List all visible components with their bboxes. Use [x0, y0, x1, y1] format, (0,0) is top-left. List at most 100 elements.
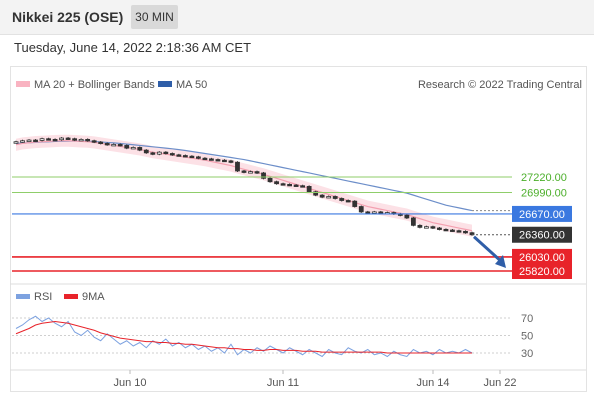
last-price-value: 26360.00	[519, 230, 565, 242]
candle-body	[423, 226, 429, 229]
candle-body	[91, 140, 97, 143]
candle-body	[46, 138, 51, 141]
candle-body	[365, 211, 371, 214]
candle-body	[20, 140, 25, 143]
candle-body	[261, 172, 266, 179]
price-panel: 27220.00 26990.00 26670.00 26360.00 26030.00…	[12, 134, 572, 279]
x-axis: Jun 10 Jun 11 Jun 14 Jun 22	[113, 370, 517, 389]
chart-frame	[10, 66, 587, 392]
ma50-legend-label: MA 50	[176, 79, 207, 91]
candle-body	[410, 217, 416, 226]
ma50-line	[15, 140, 473, 212]
candle-body	[463, 230, 468, 234]
candle-body	[130, 147, 136, 150]
timestamp: Tuesday, June 14, 2022 2:18:36 AM CET	[14, 40, 252, 55]
candle-body	[59, 137, 64, 141]
candle-body	[85, 138, 91, 142]
pivot-tag	[512, 205, 572, 222]
rsi-legend-label: RSI	[34, 291, 52, 303]
candle-body	[13, 141, 19, 144]
candle-body	[274, 181, 279, 185]
support-value: 26030.00	[519, 252, 565, 264]
candle-body	[371, 211, 377, 214]
candle-body	[182, 155, 188, 158]
rsi-tick-label: 70	[521, 313, 533, 325]
rsi-ma-legend-swatch	[64, 294, 78, 299]
candle-body	[306, 185, 312, 193]
pivot-value: 26670.00	[519, 209, 565, 221]
rsi-line	[15, 315, 473, 358]
rsi-tick-label: 50	[521, 331, 533, 343]
candle-body	[319, 194, 325, 198]
last-price-tag	[512, 226, 572, 243]
support-tag	[512, 248, 572, 265]
candle-body	[332, 196, 338, 199]
support-tag	[512, 263, 572, 279]
resistance-value: 27220.00	[521, 172, 567, 184]
x-tick-label: Jun 22	[483, 377, 516, 389]
rsi-ma-line	[15, 320, 472, 354]
candle-body	[313, 191, 319, 196]
candle-body	[222, 159, 227, 163]
candle-body	[26, 139, 32, 142]
candle-body	[215, 159, 221, 162]
candle-body	[228, 160, 234, 163]
candle-body	[345, 200, 351, 203]
candle-body	[124, 145, 130, 149]
candle-body	[195, 156, 201, 159]
rsi-tick-label: 30	[521, 348, 533, 360]
x-tick-label: Jun 11	[267, 377, 299, 389]
candle-body	[111, 144, 117, 147]
instrument-title: Nikkei 225 (OSE)	[12, 9, 124, 25]
candle-body	[72, 138, 78, 141]
candle-body	[358, 206, 364, 213]
x-tick-label: Jun 14	[416, 377, 449, 389]
candle-body	[300, 185, 306, 188]
candle-body	[326, 196, 332, 199]
candle-body	[52, 138, 58, 142]
candle-body	[150, 152, 156, 155]
candle-body	[156, 151, 162, 155]
candle-body	[404, 214, 410, 219]
candle-body	[209, 158, 214, 161]
rsi-panel: 70 50 30	[12, 313, 533, 360]
candle-body	[293, 184, 299, 187]
candle-body	[254, 171, 260, 174]
candle-body	[248, 171, 253, 174]
candle-body	[456, 230, 462, 233]
candle-body	[176, 154, 182, 157]
candle-body	[437, 227, 442, 230]
timeframe-button[interactable]: 30 MIN	[131, 5, 178, 29]
rsi-legend-swatch	[16, 294, 30, 299]
candle-body	[267, 177, 273, 183]
forecast-arrow	[472, 235, 505, 265]
candle-body	[189, 155, 195, 159]
candle-body	[280, 183, 286, 186]
candle-body	[450, 229, 455, 232]
candle-body	[98, 141, 104, 144]
candle-body	[65, 137, 71, 140]
candle-body	[241, 170, 247, 173]
candle-body	[235, 161, 240, 172]
candle-body	[443, 228, 449, 232]
support-value: 25820.00	[519, 266, 565, 278]
ma20-legend-swatch	[16, 81, 30, 87]
candle-body	[169, 153, 175, 156]
header-bar: Nikkei 225 (OSE) 30 MIN	[0, 0, 594, 35]
candle-body	[104, 143, 110, 146]
candle-body	[143, 149, 149, 154]
candle-body	[78, 138, 84, 142]
candle-body	[117, 144, 123, 147]
candle-body	[163, 151, 169, 155]
candle-body	[287, 183, 293, 187]
candle-body	[137, 147, 143, 151]
ma20-legend-label: MA 20 + Bollinger Bands	[34, 79, 155, 91]
research-credit: Research © 2022 Trading Central	[418, 79, 582, 91]
candle-body	[378, 211, 384, 214]
candle-body	[417, 224, 423, 228]
candle-body	[339, 198, 345, 201]
candle-body	[202, 157, 208, 161]
forecast-arrowhead	[495, 255, 506, 268]
candle-body	[33, 139, 38, 142]
